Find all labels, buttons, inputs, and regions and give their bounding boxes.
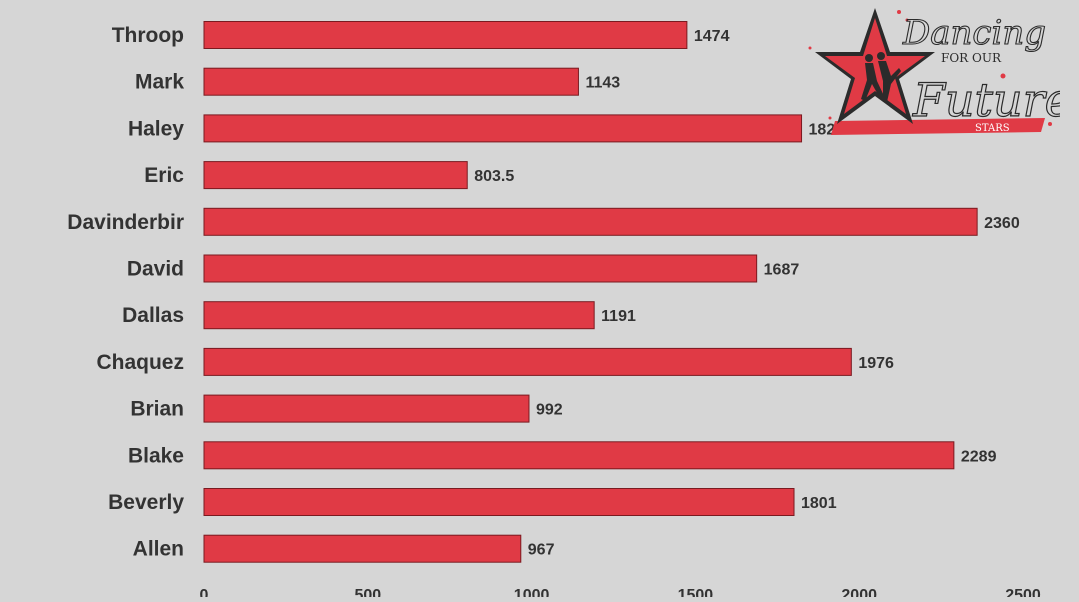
bar: [203, 347, 852, 376]
x-tick-label: 1500: [678, 587, 714, 597]
category-label: Davinderbir: [67, 211, 184, 234]
logo-text-future: Future: [912, 73, 1060, 127]
category-label: Throop: [112, 24, 184, 47]
bar: [203, 301, 595, 330]
value-label: 2289: [961, 448, 997, 465]
x-tick-label: 2000: [841, 587, 877, 597]
logo-text-dancing: Dancing: [902, 13, 1046, 53]
bar: [203, 21, 688, 49]
category-label: Allen: [133, 538, 184, 561]
dancing-future-stars-logo: Dancing FOR OUR Future STARS: [795, 6, 1072, 141]
category-label: David: [127, 258, 184, 281]
value-label: 1191: [601, 308, 636, 325]
value-label: 1687: [764, 262, 800, 279]
logo-text-stars: STARS: [975, 123, 1010, 134]
value-label: 1801: [801, 495, 837, 512]
bar: [203, 394, 530, 423]
bar: [203, 207, 978, 236]
x-tick-label: 0: [200, 587, 209, 597]
category-label: Chaquez: [96, 351, 184, 374]
category-label: Beverly: [108, 491, 184, 514]
category-label: Mark: [135, 71, 184, 94]
value-label: 803.5: [474, 168, 514, 185]
value-label: 2360: [984, 215, 1020, 232]
x-tick-label: 500: [354, 587, 381, 597]
bar: [203, 441, 955, 470]
value-label: 1976: [858, 355, 894, 372]
value-label: 992: [536, 402, 563, 419]
star-icon: [825, 18, 925, 114]
category-label: Blake: [128, 444, 184, 467]
category-label: Eric: [144, 164, 184, 187]
bar: [203, 534, 522, 563]
bar: [203, 114, 803, 143]
sparkle-icon: [808, 10, 1052, 126]
value-label: 1143: [585, 75, 620, 92]
logo-text-for-our: FOR OUR: [941, 51, 1002, 65]
value-label: 1474: [694, 28, 730, 45]
x-tick-label: 1000: [514, 587, 550, 597]
bar: [203, 161, 468, 190]
x-tick-label: 2500: [1005, 587, 1041, 597]
category-label: Brian: [130, 398, 184, 421]
value-label: 967: [528, 542, 555, 559]
bar: [203, 254, 758, 283]
category-label: Haley: [128, 117, 184, 140]
bar: [203, 488, 795, 516]
dancers-icon: [861, 52, 901, 102]
bar: [203, 67, 579, 96]
logo-swoosh: [831, 118, 1045, 135]
category-label: Dallas: [122, 304, 184, 327]
